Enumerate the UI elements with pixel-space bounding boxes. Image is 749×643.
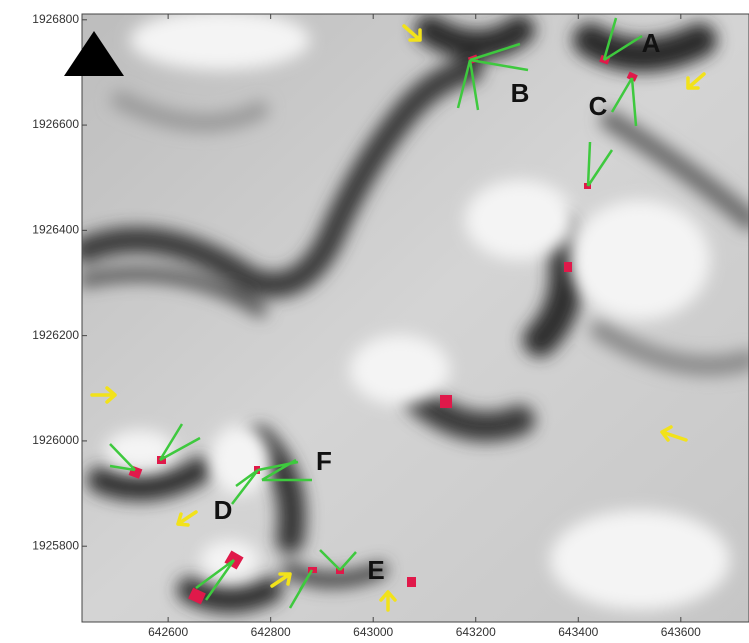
site-label: D xyxy=(214,495,233,525)
site-label: F xyxy=(316,446,332,476)
x-tick-label: 642800 xyxy=(251,625,291,639)
site-label: A xyxy=(642,28,661,58)
yellow-arrows xyxy=(90,24,706,612)
hillshade xyxy=(82,14,749,622)
y-tick-label: 1925800 xyxy=(32,538,79,552)
site-labels: A B C D E F xyxy=(214,28,661,585)
y-tick-label: 1926000 xyxy=(32,433,79,447)
x-tick-label: 643000 xyxy=(353,625,393,639)
north-arrow xyxy=(64,31,124,76)
x-tick-label: 643400 xyxy=(558,625,598,639)
y-tick-label: 1926200 xyxy=(32,328,79,342)
y-tick-label: 1926800 xyxy=(32,12,79,26)
x-tick-label: 642600 xyxy=(148,625,188,639)
site-label: B xyxy=(511,78,530,108)
view-lines xyxy=(109,17,643,609)
y-tick-label: 1926400 xyxy=(32,223,79,237)
axis-ticks: 642600 642800 643000 643200 643400 643600 1925… xyxy=(32,12,701,639)
site-label: E xyxy=(367,555,384,585)
x-tick-label: 643600 xyxy=(661,625,701,639)
x-tick-label: 643200 xyxy=(456,625,496,639)
y-tick-label: 1926600 xyxy=(32,117,79,131)
map-frame xyxy=(81,13,749,623)
site-label: C xyxy=(589,91,608,121)
